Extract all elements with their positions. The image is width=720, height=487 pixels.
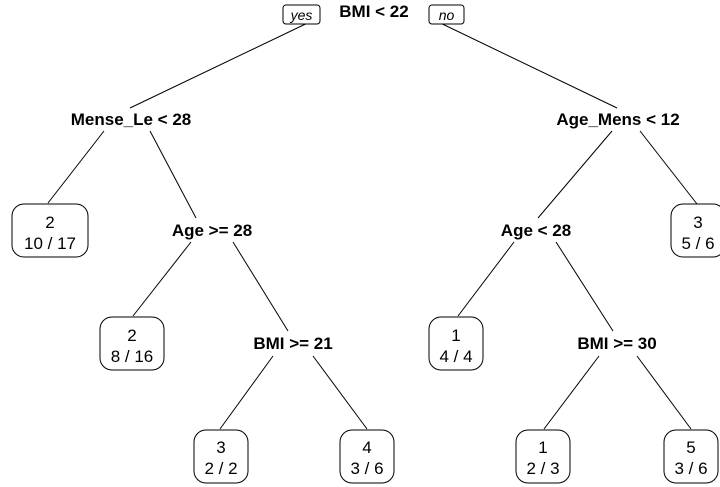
leaf-ratio: 3 / 6 <box>350 459 383 478</box>
leaf-class: 2 <box>127 326 136 345</box>
leaf-ratio: 2 / 3 <box>526 459 559 478</box>
edge-left-leftright <box>149 130 197 219</box>
leaf-ratio: 4 / 4 <box>439 347 472 366</box>
edge-left-l1 <box>47 130 105 204</box>
leaf-node: 4 3 / 6 <box>339 429 395 484</box>
leaf-ratio: 2 / 2 <box>204 459 237 478</box>
no-tag: no <box>428 4 465 25</box>
leaf-class: 1 <box>451 326 460 345</box>
leaf-class: 5 <box>686 438 695 457</box>
leaf-node: 1 2 / 3 <box>515 429 571 484</box>
leaf-node: 5 3 / 6 <box>663 429 719 484</box>
edge-rlr-r3 <box>543 355 600 430</box>
edge-lrr-l3 <box>219 355 274 430</box>
edge-right-r1 <box>639 130 698 205</box>
split-right: Age_Mens < 12 <box>556 110 679 129</box>
leaf-class: 3 <box>693 213 702 232</box>
leaf-node: 2 8 / 16 <box>99 316 165 371</box>
split-left-right: Age >= 28 <box>172 221 252 240</box>
leaf-ratio: 5 / 6 <box>681 234 714 253</box>
edge-rightleft-r2 <box>457 241 515 317</box>
edge-leftright-l2 <box>132 241 192 317</box>
split-root: BMI < 22 <box>339 2 408 21</box>
leaf-class: 3 <box>216 438 225 457</box>
leaf-ratio: 8 / 16 <box>111 347 154 366</box>
edge-lrr-l4 <box>312 355 368 430</box>
split-right-left: Age < 28 <box>501 221 571 240</box>
edge-root-right <box>431 18 618 109</box>
leaf-node: 2 10 / 17 <box>11 203 89 258</box>
tree-edges <box>47 18 698 430</box>
edge-right-rightleft <box>537 130 613 219</box>
leaf-class: 2 <box>45 213 54 232</box>
leaf-class: 1 <box>538 438 547 457</box>
leaf-node: 3 5 / 6 <box>670 203 720 258</box>
leaf-class: 4 <box>362 438 371 457</box>
edge-rlr-r4 <box>636 355 692 430</box>
split-left: Mense_Le < 28 <box>71 110 192 129</box>
leaf-ratio: 3 / 6 <box>674 459 707 478</box>
leaf-ratio: 10 / 17 <box>24 234 76 253</box>
leaf-node: 1 4 / 4 <box>428 316 484 371</box>
yes-tag-label: yes <box>290 7 313 23</box>
yes-tag: yes <box>282 4 321 25</box>
split-right-left-right: BMI >= 30 <box>577 334 656 353</box>
no-tag-label: no <box>439 7 455 23</box>
edge-root-left <box>129 18 317 109</box>
edge-leftright-leftrightright <box>232 241 289 332</box>
edge-rightleft-rightleftright <box>555 241 614 332</box>
leaf-node: 3 2 / 2 <box>193 429 249 484</box>
split-left-right-right: BMI >= 21 <box>253 334 332 353</box>
